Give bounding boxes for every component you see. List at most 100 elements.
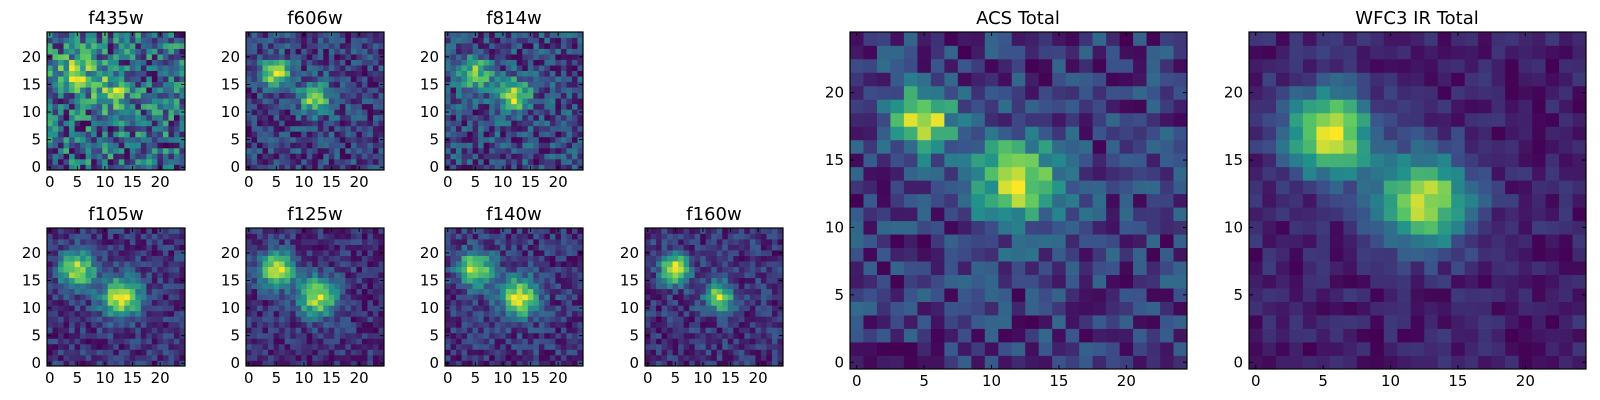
heatmap-cell — [179, 294, 186, 301]
heatmap-cell — [1173, 220, 1188, 235]
heatmap-cell — [944, 328, 959, 343]
heatmap-cell — [650, 354, 657, 361]
heatmap-cell — [903, 234, 918, 249]
heatmap-cell — [850, 261, 864, 275]
heatmap-cell — [689, 338, 696, 345]
heatmap-cell — [257, 43, 263, 49]
heatmap-cell — [279, 120, 285, 127]
heatmap-cell — [483, 125, 490, 132]
heatmap-cell — [450, 239, 457, 245]
heatmap-cell — [257, 70, 263, 77]
heatmap-cell — [372, 338, 379, 345]
heatmap-cell — [157, 65, 164, 71]
heatmap-cell — [345, 244, 352, 251]
heatmap-cell — [527, 255, 534, 262]
heatmap-cell — [516, 244, 523, 251]
heatmap-cell — [124, 244, 131, 251]
heatmap-cell — [957, 166, 972, 181]
heatmap-cell — [290, 70, 297, 77]
heatmap-cell — [85, 136, 92, 143]
heatmap-cell — [472, 59, 479, 66]
heatmap-cell — [533, 332, 540, 339]
heatmap-cell — [168, 321, 175, 328]
heatmap-cell — [113, 305, 120, 312]
heatmap-cell — [361, 54, 368, 60]
heatmap-cell — [489, 43, 496, 49]
heatmap-cell — [356, 120, 363, 127]
heatmap-cell — [505, 233, 512, 240]
y-tick-label: 0 — [230, 158, 240, 176]
heatmap-cell — [273, 125, 280, 132]
heatmap-cell — [450, 158, 457, 165]
heatmap-cell — [58, 98, 64, 105]
heatmap-cell — [273, 338, 280, 345]
heatmap-cell — [689, 343, 696, 350]
heatmap-cell — [489, 54, 496, 60]
heatmap-cell — [566, 266, 573, 273]
heatmap-cell — [91, 343, 98, 350]
heatmap-cell — [284, 316, 291, 323]
heatmap-cell — [251, 103, 258, 110]
heatmap-cell — [361, 120, 368, 127]
heatmap-cell — [500, 305, 507, 312]
heatmap-cell — [96, 288, 103, 295]
heatmap-cell — [505, 288, 512, 295]
heatmap-cell — [173, 316, 180, 323]
heatmap-cell — [549, 338, 556, 345]
heatmap-cell — [555, 103, 562, 110]
heatmap-cell — [306, 76, 313, 83]
heatmap-cell — [1160, 328, 1174, 343]
heatmap-cell — [246, 288, 252, 295]
heatmap-cell — [323, 114, 330, 121]
heatmap-cell — [339, 327, 346, 334]
heatmap-cell — [257, 59, 263, 66]
heatmap-cell — [317, 147, 324, 154]
heatmap-cell — [356, 321, 363, 328]
heatmap-cell — [549, 131, 556, 138]
heatmap-cell — [672, 354, 679, 361]
heatmap-cell — [113, 147, 120, 154]
heatmap-cell — [500, 81, 507, 88]
heatmap-cell — [80, 250, 86, 256]
heatmap-cell — [124, 310, 131, 317]
heatmap-cell — [538, 136, 545, 143]
heatmap-cell — [334, 120, 341, 127]
heatmap-cell — [334, 37, 341, 44]
heatmap-cell — [771, 316, 778, 323]
heatmap-cell — [284, 32, 291, 38]
heatmap-cell — [107, 158, 114, 165]
heatmap-cell — [538, 125, 545, 132]
heatmap-cell — [63, 92, 70, 99]
heatmap-cell — [560, 59, 567, 66]
heatmap-cell — [566, 153, 573, 160]
heatmap-cell — [555, 59, 562, 66]
heatmap-cell — [273, 136, 280, 143]
heatmap-cell — [52, 343, 59, 350]
heatmap-cell — [467, 103, 473, 110]
heatmap-cell — [527, 354, 534, 361]
heatmap-cell — [694, 294, 701, 301]
heatmap-cell — [571, 233, 578, 240]
heatmap-cell — [1011, 207, 1026, 222]
heatmap-cell — [323, 131, 330, 138]
heatmap-cell — [533, 360, 540, 367]
heatmap-cell — [151, 349, 158, 356]
heatmap-cell — [700, 294, 707, 301]
heatmap-cell — [560, 81, 567, 88]
heatmap-cell — [755, 239, 762, 245]
heatmap-cell — [516, 261, 523, 267]
heatmap-cell — [290, 48, 297, 55]
heatmap-cell — [284, 87, 291, 94]
heatmap-cell — [711, 228, 718, 234]
heatmap-cell — [538, 59, 545, 66]
heatmap-cell — [107, 76, 114, 83]
heatmap-cell — [456, 349, 462, 356]
heatmap-cell — [472, 338, 479, 345]
heatmap-cell — [771, 250, 778, 256]
heatmap-cell — [91, 87, 98, 94]
heatmap-cell — [755, 272, 762, 279]
heatmap-cell — [290, 299, 297, 306]
heatmap-cell — [74, 59, 81, 66]
heatmap-cell — [755, 294, 762, 301]
heatmap-cell — [74, 87, 81, 94]
